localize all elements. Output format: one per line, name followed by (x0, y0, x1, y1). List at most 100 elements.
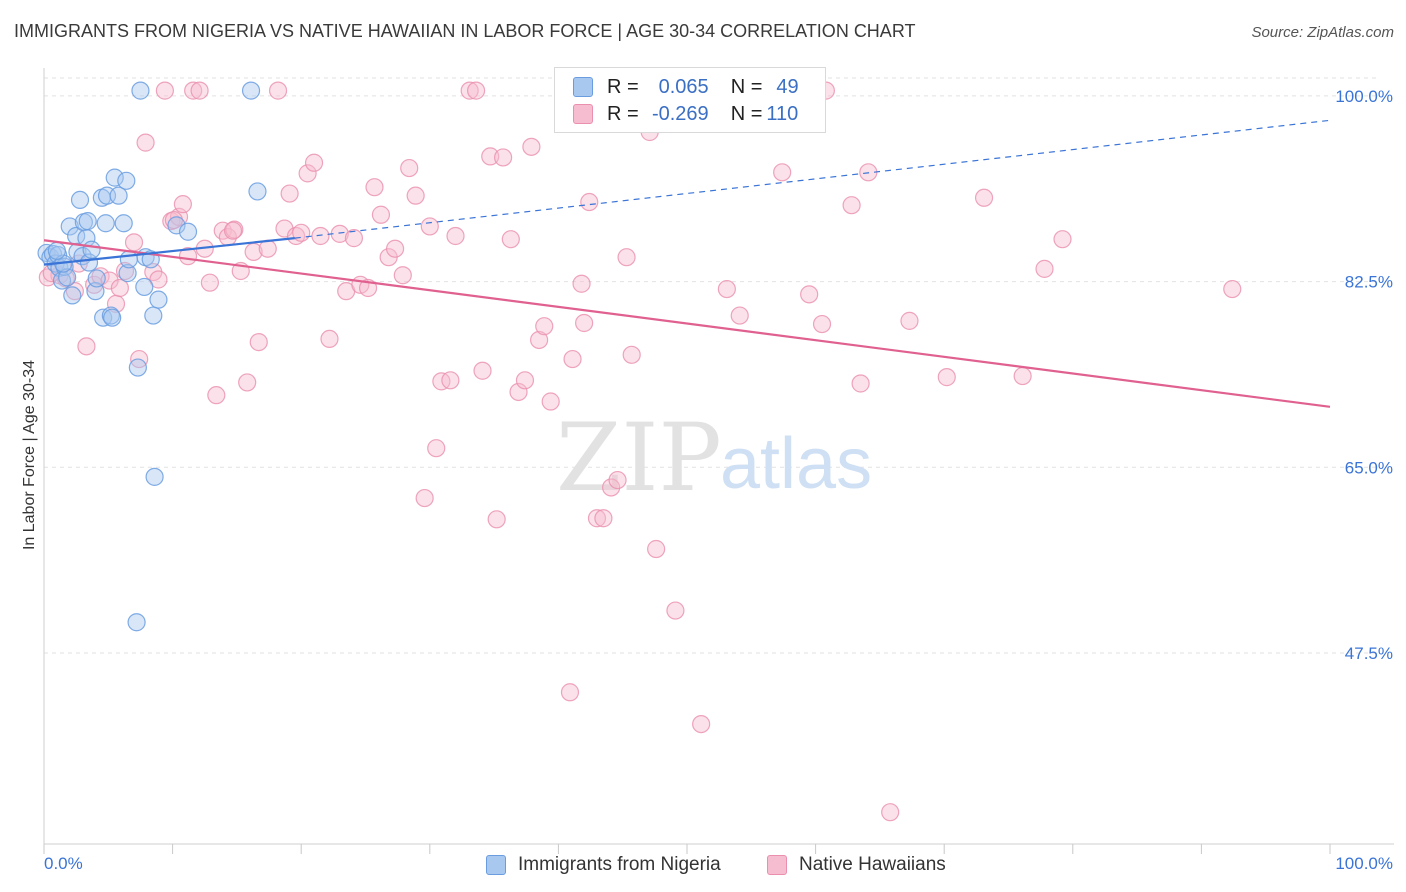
hawaiian-point (207, 386, 226, 405)
nigeria-point (144, 306, 163, 325)
y-tick-label: 65.0% (1345, 458, 1393, 477)
hawaiian-point (115, 261, 135, 281)
hawaiian-point (371, 205, 391, 224)
r-value: -0.269 (651, 102, 709, 125)
hawaiian-point (124, 233, 144, 252)
nigeria-point (178, 222, 198, 241)
hawaiian-trend-line (43, 239, 1331, 408)
nigeria-point (145, 467, 164, 486)
hawaiian-point (400, 158, 419, 178)
nigeria-point (248, 182, 267, 201)
hawaiian-point (298, 164, 317, 183)
hawaiian-point (1223, 279, 1242, 299)
hawaiian-point (487, 510, 506, 529)
hawaiian-point (541, 392, 560, 411)
axes (43, 68, 1394, 845)
hawaiian-point (900, 311, 919, 330)
n-value: 110 (766, 102, 799, 125)
axis-labels: 47.5% 65.0% 82.5% 100.0% 0.0% 100.0% In Labor … (21, 87, 1393, 873)
nigeria-point (70, 190, 90, 210)
hawaiian-point (190, 81, 209, 100)
nigeria-point (127, 613, 146, 632)
r-label: R = (607, 102, 639, 125)
hawaiian-point (420, 217, 439, 236)
hawaiian-point (481, 147, 500, 166)
source-label: Source: ZipAtlas.com (1251, 24, 1394, 41)
hawaiian-point (937, 368, 956, 387)
nigeria-point (103, 308, 122, 327)
hawaiian-point (110, 278, 129, 298)
nigeria-point (241, 81, 261, 100)
nigeria-point (128, 358, 147, 377)
r-value: 0.065 (658, 75, 709, 98)
hawaiian-point (1013, 366, 1032, 386)
nigeria-trend-extension (294, 119, 1331, 239)
hawaiian-point (730, 306, 749, 325)
hawaiian-point (200, 273, 219, 292)
watermark-zip: ZIP (556, 404, 722, 513)
watermark-atlas: atlas (720, 424, 872, 504)
legend-row-hawaiians: R = -0.269 N = 110 (573, 101, 798, 127)
hawaiian-point (692, 714, 711, 734)
hawaiian-point (602, 478, 621, 497)
nigeria-point (60, 217, 79, 236)
hawaiian-point (522, 137, 541, 156)
hawaiian-point (473, 361, 492, 380)
hawaiian-point (666, 601, 685, 620)
hawaiian-point (320, 329, 339, 349)
hawaiian-point (812, 314, 832, 334)
nigeria-point (119, 250, 138, 269)
hawaiian-point (446, 226, 465, 246)
hawaiian-point (572, 274, 591, 293)
nigeria-point (114, 214, 133, 233)
stats-legend: R = 0.065 N = 49 R = -0.269 N = 110 (554, 67, 826, 133)
nigeria-point (58, 268, 77, 287)
hawaiian-point (173, 195, 192, 214)
hawaiian-point (249, 332, 268, 352)
hawaiian-point (415, 488, 434, 508)
bottom-legend-hawaiians: Native Hawaiians (767, 852, 946, 878)
hawaiian-point (501, 230, 520, 249)
hawaiian-point (184, 81, 203, 100)
n-label: N = (730, 102, 763, 125)
hawaiian-point (1053, 230, 1072, 249)
hawaiian-point (974, 188, 994, 207)
nigeria-point (47, 241, 66, 260)
hawaiian-point (304, 153, 324, 172)
nigeria-point (78, 212, 97, 231)
hawaiian-point (575, 313, 594, 333)
hawaiian-point (155, 81, 174, 100)
axis-ticks (43, 844, 1331, 854)
y-axis-label: In Labor Force | Age 30-34 (21, 360, 38, 550)
hawaiian-point (406, 186, 425, 205)
nigeria-point (87, 269, 106, 288)
hawaiian-point (286, 226, 306, 246)
nigeria-swatch (573, 77, 593, 97)
nigeria-point (82, 240, 101, 259)
hawaiian-point (580, 192, 599, 212)
hawaiian-point (136, 133, 155, 152)
n-label: N = (730, 75, 763, 98)
y-tick-label: 82.5% (1345, 273, 1393, 292)
r-label: R = (607, 75, 639, 98)
hawaiian-point (587, 509, 607, 528)
nigeria-point (96, 214, 115, 233)
hawaiian-point (509, 382, 528, 402)
hawaiian-point (311, 226, 330, 246)
hawaiian-point (594, 509, 613, 528)
hawaiian-point (535, 317, 554, 336)
hawaiian-point (773, 163, 792, 182)
native-hawaiians-points (38, 81, 1242, 822)
hawaiian-point (800, 285, 819, 304)
nigeria-point (149, 290, 168, 309)
hawaiian-point (851, 374, 870, 393)
hawaiians-swatch (767, 855, 787, 875)
n-value: 49 (776, 75, 799, 98)
nigeria-points (37, 81, 267, 632)
nigeria-point (63, 286, 82, 305)
nigeria-point (105, 168, 124, 187)
hawaiian-point (647, 539, 666, 559)
chart-title: IMMIGRANTS FROM NIGERIA VS NATIVE HAWAII… (14, 21, 916, 41)
